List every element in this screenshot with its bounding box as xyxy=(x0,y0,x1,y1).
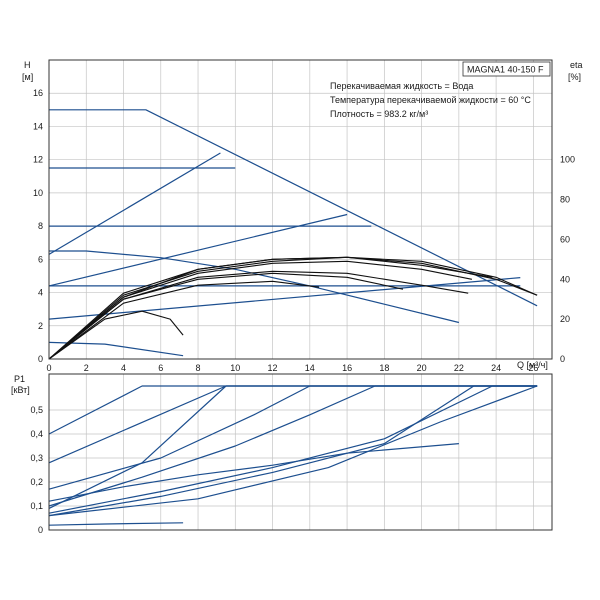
head-tick-label: 14 xyxy=(33,121,43,131)
model-title: MAGNA1 40-150 F xyxy=(467,65,544,75)
head-efficiency-plot xyxy=(48,109,538,360)
flow-tick-label: 22 xyxy=(454,363,464,373)
flow-tick-label: 14 xyxy=(305,363,315,373)
head-curve xyxy=(49,250,460,324)
bottom-plot-frame xyxy=(48,373,553,531)
head-tick-label: 6 xyxy=(38,254,43,264)
efficiency-curve xyxy=(48,256,493,360)
flow-tick-label: 26 xyxy=(528,363,538,373)
efficiency-tick-label: 100 xyxy=(560,155,575,165)
head-axis-label: H xyxy=(24,60,31,70)
temperature-note: Температура перекачиваемой жидкости = 60… xyxy=(330,95,531,105)
power-tick-label: 0,1 xyxy=(30,501,43,511)
head-tick-label: 16 xyxy=(33,88,43,98)
efficiency-curve xyxy=(48,310,184,360)
efficiency-curve xyxy=(48,280,320,360)
power-curve xyxy=(48,385,538,509)
power-axis-label: P1 xyxy=(14,374,25,384)
efficiency-tick-label: 20 xyxy=(560,314,570,324)
fluid-note: Перекачиваемая жидкость = Вода xyxy=(330,81,473,91)
flow-tick-label: 16 xyxy=(342,363,352,373)
efficiency-tick-label: 0 xyxy=(560,354,565,364)
power-curve xyxy=(48,443,459,502)
flow-tick-label: 10 xyxy=(230,363,240,373)
head-tick-label: 2 xyxy=(38,321,43,331)
efficiency-axis-label: eta xyxy=(570,60,583,70)
power-tick-label: 0,3 xyxy=(30,453,43,463)
power-curve xyxy=(48,385,538,507)
bottom-axis-ticks: 0 0,1 0,2 0,3 0,4 0,5 xyxy=(30,405,43,535)
power-tick-label: 0,5 xyxy=(30,405,43,415)
power-curve xyxy=(48,385,538,517)
power-tick-label: 0,2 xyxy=(30,477,43,487)
efficiency-curve xyxy=(48,270,469,360)
head-curve xyxy=(49,109,538,307)
head-tick-label: 8 xyxy=(38,221,43,231)
head-curve xyxy=(48,277,521,320)
top-plot-frame xyxy=(48,59,553,360)
head-tick-label: 10 xyxy=(33,188,43,198)
power-axis-unit: [кВт] xyxy=(11,385,30,395)
efficiency-curve xyxy=(48,272,404,360)
head-axis-unit: [м] xyxy=(22,72,33,82)
head-tick-label: 0 xyxy=(38,354,43,364)
flow-tick-label: 8 xyxy=(196,363,201,373)
power-curve xyxy=(48,385,538,517)
efficiency-tick-label: 60 xyxy=(560,234,570,244)
head-tick-label: 4 xyxy=(38,288,43,298)
flow-tick-label: 2 xyxy=(84,363,89,373)
density-note: Плотность = 983.2 кг/м³ xyxy=(330,109,428,119)
flow-tick-label: 18 xyxy=(379,363,389,373)
power-tick-label: 0 xyxy=(38,525,43,535)
flow-tick-label: 4 xyxy=(121,363,126,373)
power-curve xyxy=(48,385,538,490)
head-tick-label: 12 xyxy=(33,155,43,165)
efficiency-tick-label: 40 xyxy=(560,274,570,284)
flow-tick-label: 6 xyxy=(158,363,163,373)
flow-tick-label: 0 xyxy=(46,363,51,373)
power-curve xyxy=(48,385,538,514)
flow-tick-label: 20 xyxy=(417,363,427,373)
power-tick-label: 0,4 xyxy=(30,429,43,439)
model-label-box xyxy=(462,61,551,77)
efficiency-tick-label: 80 xyxy=(560,195,570,205)
head-curve xyxy=(48,152,221,255)
head-curve xyxy=(48,213,348,287)
flow-tick-label: 12 xyxy=(268,363,278,373)
efficiency-curve xyxy=(48,256,538,360)
flow-axis-label: Q [м³/ч] xyxy=(517,360,548,370)
flow-tick-label: 24 xyxy=(491,363,501,373)
power-curve xyxy=(48,385,538,464)
power-plot xyxy=(48,385,538,526)
power-curve xyxy=(48,522,184,526)
efficiency-curve xyxy=(48,260,473,360)
efficiency-axis-unit: [%] xyxy=(568,72,581,82)
